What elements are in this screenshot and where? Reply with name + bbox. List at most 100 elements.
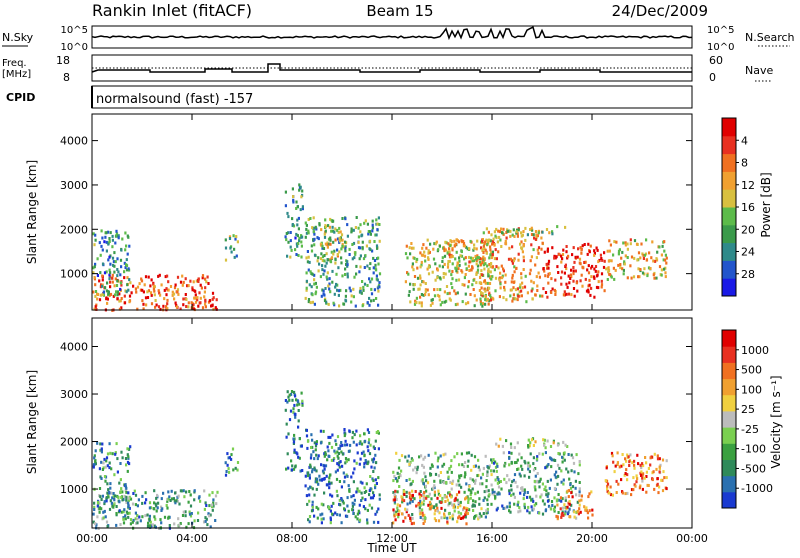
- data-cell: [214, 494, 218, 498]
- data-cell: [315, 285, 318, 289]
- data-cell: [478, 497, 481, 501]
- data-cell: [528, 272, 532, 276]
- colorbar-swatch: [722, 189, 736, 208]
- data-cell: [532, 248, 535, 252]
- data-cell: [517, 294, 520, 298]
- data-cell: [284, 204, 287, 208]
- data-cell: [399, 474, 402, 478]
- data-cell: [409, 300, 412, 304]
- data-cell: [484, 298, 487, 302]
- data-cell: [320, 228, 323, 232]
- data-cell: [313, 493, 316, 497]
- data-cell: [522, 230, 525, 233]
- data-cell: [561, 455, 564, 459]
- data-cell: [336, 450, 339, 454]
- colorbar-tick-label: 12: [741, 179, 755, 192]
- data-cell: [314, 448, 317, 452]
- x-tick-label: 00:00: [76, 532, 108, 545]
- data-cell: [396, 490, 399, 494]
- data-cell: [407, 272, 410, 276]
- data-cell: [286, 211, 289, 215]
- data-cell: [411, 493, 414, 497]
- data-cell: [523, 474, 526, 478]
- data-cell: [160, 521, 163, 525]
- data-cell: [532, 456, 535, 460]
- data-cell: [96, 297, 99, 301]
- data-cell: [290, 468, 293, 472]
- data-cell: [323, 254, 326, 257]
- data-cell: [111, 256, 115, 260]
- data-cell: [377, 476, 380, 480]
- data-cell: [472, 259, 475, 263]
- data-cell: [340, 498, 344, 502]
- data-cell: [579, 279, 582, 283]
- data-cell: [488, 263, 491, 266]
- data-cell: [290, 390, 294, 393]
- data-cell: [590, 286, 593, 290]
- data-cell: [360, 499, 363, 502]
- data-cell: [618, 465, 621, 469]
- data-cell: [467, 264, 470, 268]
- data-cell: [481, 472, 484, 476]
- data-cell: [557, 452, 560, 455]
- data-cell: [104, 235, 107, 239]
- data-cell: [329, 238, 332, 242]
- data-cell: [537, 480, 540, 484]
- data-cell: [463, 257, 466, 261]
- data-cell: [305, 288, 308, 292]
- data-cell: [445, 299, 448, 303]
- data-cell: [471, 487, 474, 491]
- data-cell: [609, 485, 612, 489]
- data-cell: [112, 495, 115, 499]
- data-cell: [334, 439, 337, 443]
- data-cell: [606, 278, 609, 281]
- data-cell: [547, 281, 550, 285]
- data-cell: [451, 517, 454, 521]
- data-cell: [427, 256, 430, 260]
- data-cell: [510, 446, 513, 449]
- data-cell: [437, 474, 440, 478]
- data-cell: [184, 514, 187, 518]
- data-cell: [415, 260, 418, 264]
- data-cell: [481, 302, 484, 306]
- data-cell: [361, 481, 364, 485]
- data-cell: [622, 241, 625, 245]
- data-cell: [621, 453, 624, 456]
- data-cell: [597, 280, 600, 284]
- data-cell: [291, 464, 294, 468]
- data-cell: [287, 395, 290, 399]
- data-cell: [561, 506, 564, 510]
- data-cell: [640, 474, 643, 477]
- data-cell: [641, 271, 645, 275]
- data-cell: [292, 440, 296, 444]
- data-cell: [153, 507, 156, 511]
- data-cell: [144, 296, 148, 300]
- data-cell: [622, 272, 625, 276]
- data-cell: [438, 294, 441, 298]
- data-cell: [292, 467, 296, 471]
- data-cell: [158, 291, 161, 295]
- data-cell: [402, 519, 405, 523]
- data-cell: [409, 501, 412, 505]
- data-cell: [128, 244, 131, 248]
- data-cell: [313, 273, 316, 277]
- data-cell: [121, 456, 124, 460]
- data-cell: [482, 512, 485, 515]
- data-cell: [420, 494, 423, 498]
- data-cell: [462, 465, 466, 468]
- data-cell: [298, 402, 301, 406]
- data-cell: [177, 517, 180, 521]
- data-cell: [395, 498, 398, 501]
- data-cell: [467, 280, 470, 284]
- data-cell: [484, 515, 487, 519]
- data-cell: [310, 244, 313, 248]
- data-cell: [512, 293, 515, 297]
- data-cell: [155, 496, 158, 500]
- data-cell: [132, 284, 135, 288]
- data-cell: [340, 521, 343, 525]
- data-cell: [660, 253, 663, 257]
- data-cell: [458, 463, 461, 467]
- data-cell: [455, 266, 458, 270]
- data-cell: [531, 297, 534, 301]
- data-cell: [305, 227, 308, 231]
